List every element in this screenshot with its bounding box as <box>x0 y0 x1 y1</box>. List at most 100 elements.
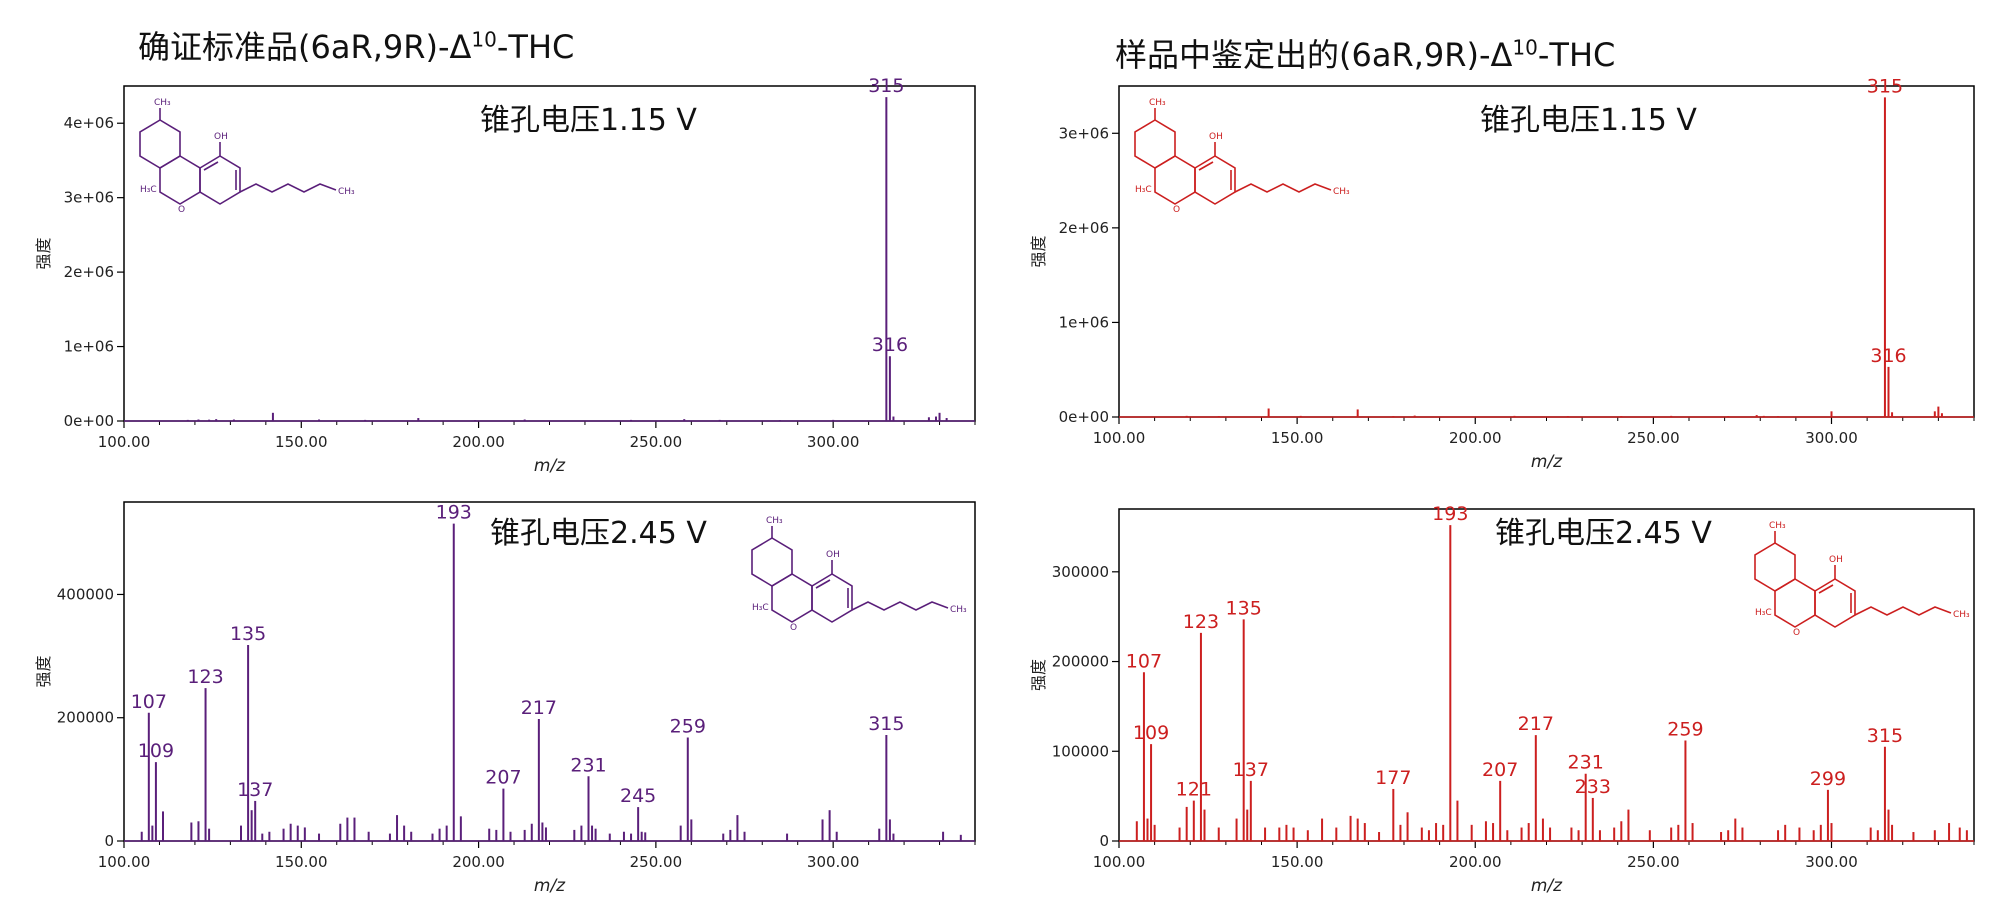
x-tick-label: 250.00 <box>630 433 683 451</box>
thc-structure-drawing: CH₃ OH H₃C O CH₃ <box>139 98 355 215</box>
left-title: 确证标准品(6aR,9R)-Δ10-THC <box>138 22 574 68</box>
y-tick-label: 0 <box>1099 832 1109 850</box>
x-tick-label: 150.00 <box>275 433 328 451</box>
peak-label: 315 <box>868 713 904 735</box>
ch3-tail-label: CH₃ <box>1953 610 1970 620</box>
peak-label: 121 <box>1176 779 1212 801</box>
plot-frame <box>1118 508 1975 842</box>
peak-label: 137 <box>1233 759 1269 781</box>
thc-structure-drawing: CH₃ OH H₃C O CH₃ <box>1754 521 1970 638</box>
x-tick-label: 200.00 <box>1449 429 1502 447</box>
oh-label: OH <box>1829 555 1843 565</box>
x-axis-label: m/z <box>534 456 566 476</box>
x-tick-label: 300.00 <box>807 853 860 871</box>
x-tick-label: 250.00 <box>1627 429 1680 447</box>
x-tick-label: 200.00 <box>1449 853 1502 871</box>
y-axis-label: 强度 <box>1029 659 1048 691</box>
ch3-tail-label: CH₃ <box>1333 187 1350 197</box>
peak-label: 123 <box>1183 611 1219 633</box>
h3c-label: H₃C <box>1755 608 1772 618</box>
h3c-label: H₃C <box>752 603 769 613</box>
o-label: O <box>1173 205 1180 215</box>
ch3-label: CH₃ <box>1769 521 1786 531</box>
peak-label: 207 <box>485 767 521 789</box>
peak-label: 107 <box>1126 650 1162 672</box>
left-title-sup: 10 <box>471 27 497 52</box>
x-axis-label: m/z <box>1531 876 1563 896</box>
y-tick-label: 100000 <box>1052 742 1109 760</box>
x-axis-label: m/z <box>1531 452 1563 472</box>
right-title-tail: -THC <box>1537 36 1616 74</box>
x-tick-label: 150.00 <box>1271 429 1324 447</box>
oh-label: OH <box>1209 132 1223 142</box>
peak-label: 217 <box>521 697 557 719</box>
x-tick-label: 300.00 <box>1805 429 1858 447</box>
peak-label: 109 <box>1133 722 1169 744</box>
x-tick-label: 200.00 <box>452 433 505 451</box>
y-tick-label: 0e+00 <box>64 412 114 430</box>
peak-label: 217 <box>1518 713 1554 735</box>
peak-label: 231 <box>570 754 606 776</box>
peak-label: 299 <box>1810 768 1846 790</box>
h3c-label: H₃C <box>140 185 157 195</box>
x-tick-label: 250.00 <box>630 853 683 871</box>
thc-structure-drawing: CH₃ OH H₃C O CH₃ <box>751 516 967 633</box>
o-label: O <box>1793 628 1800 638</box>
y-tick-label: 200000 <box>1052 653 1109 671</box>
y-tick-label: 1e+06 <box>1059 313 1109 331</box>
voltage-label: 锥孔电压1.15 V <box>480 103 697 138</box>
right-title: 样品中鉴定出的(6aR,9R)-Δ10-THC <box>1115 30 1615 76</box>
y-axis-label: 强度 <box>34 237 53 269</box>
left-title-main: 确证标准品(6aR,9R)-Δ <box>138 28 472 66</box>
peak-label: 123 <box>187 666 223 688</box>
y-tick-label: 4e+06 <box>64 114 114 132</box>
x-tick-label: 250.00 <box>1627 853 1680 871</box>
ch3-label: CH₃ <box>1149 98 1166 108</box>
peak-label: 245 <box>620 785 656 807</box>
peak-label: 135 <box>1226 597 1262 619</box>
peak-label: 315 <box>868 75 904 97</box>
y-tick-label: 300000 <box>1052 563 1109 581</box>
left-title-tail: -THC <box>496 28 575 66</box>
voltage-label: 锥孔电压1.15 V <box>1480 103 1697 138</box>
voltage-label: 锥孔电压2.45 V <box>490 516 707 551</box>
peak-label: 316 <box>1870 345 1906 367</box>
x-tick-label: 100.00 <box>1093 429 1146 447</box>
peak-label: 259 <box>1667 719 1703 741</box>
peak-label: 193 <box>1432 503 1468 525</box>
y-tick-label: 2e+06 <box>1059 219 1109 237</box>
peak-label: 177 <box>1375 767 1411 789</box>
y-tick-label: 400000 <box>57 585 114 603</box>
y-axis-label: 强度 <box>34 655 53 687</box>
thc-structure-drawing: CH₃ OH H₃C O CH₃ <box>1134 98 1350 215</box>
y-tick-label: 0e+00 <box>1059 408 1109 426</box>
right-title-main: 样品中鉴定出的(6aR,9R)-Δ <box>1115 36 1513 74</box>
peak-label: 135 <box>230 623 266 645</box>
x-tick-label: 100.00 <box>1093 853 1146 871</box>
peak-label: 233 <box>1575 776 1611 798</box>
ch3-label: CH₃ <box>154 98 171 108</box>
peak-label: 315 <box>1867 75 1903 97</box>
peak-label: 259 <box>670 715 706 737</box>
ch3-tail-label: CH₃ <box>338 187 355 197</box>
x-tick-label: 100.00 <box>98 853 151 871</box>
y-tick-label: 2e+06 <box>64 263 114 281</box>
peak-label: 107 <box>131 691 167 713</box>
y-tick-label: 1e+06 <box>64 338 114 356</box>
right-title-sup: 10 <box>1512 35 1538 60</box>
peak-label: 315 <box>1867 725 1903 747</box>
ch3-tail-label: CH₃ <box>950 605 967 615</box>
peak-label: 137 <box>237 779 273 801</box>
x-tick-label: 300.00 <box>807 433 860 451</box>
peak-label: 109 <box>138 740 174 762</box>
x-tick-label: 100.00 <box>98 433 151 451</box>
peak-label: 207 <box>1482 759 1518 781</box>
x-tick-label: 150.00 <box>275 853 328 871</box>
ch3-label: CH₃ <box>766 516 783 526</box>
voltage-label: 锥孔电压2.45 V <box>1495 516 1712 551</box>
x-tick-label: 300.00 <box>1805 853 1858 871</box>
x-axis-label: m/z <box>534 876 566 896</box>
